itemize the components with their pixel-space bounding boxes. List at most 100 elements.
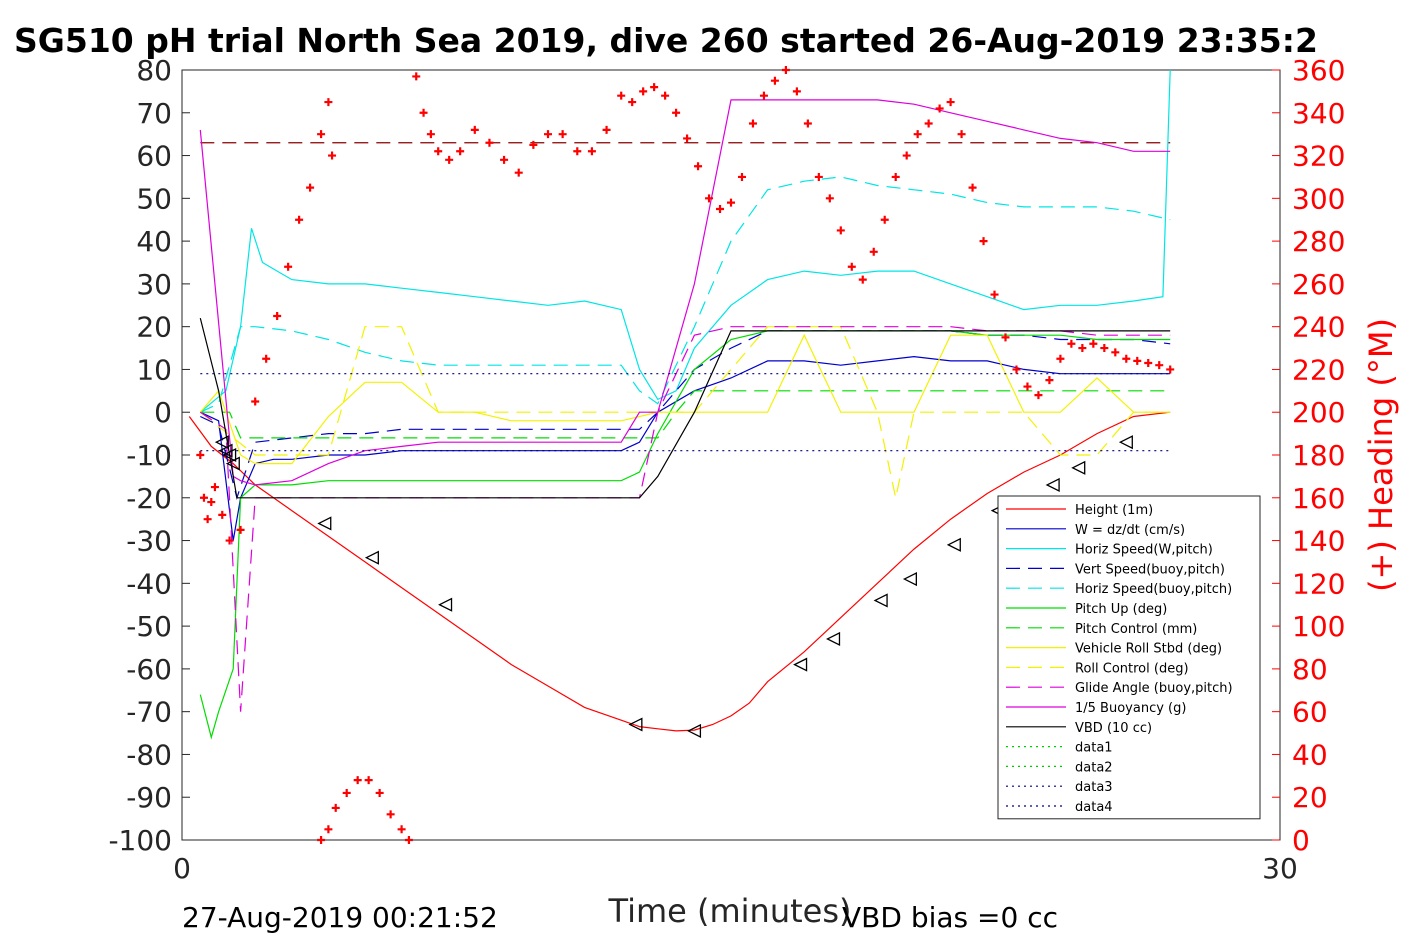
x-tick-label: 30	[1262, 852, 1298, 885]
legend-label: Pitch Up (deg)	[1075, 602, 1167, 617]
heading-point	[456, 147, 465, 156]
heading-point	[628, 98, 637, 107]
heading-point	[1089, 339, 1098, 348]
legend-label: data3	[1075, 780, 1113, 795]
heading-point	[847, 262, 856, 271]
heading-point	[602, 125, 611, 134]
heading-point	[426, 130, 435, 139]
right-tick-label: 280	[1292, 225, 1345, 258]
legend-label: Vehicle Roll Stbd (deg)	[1075, 642, 1222, 657]
heading-point	[935, 104, 944, 113]
heading-point	[968, 183, 977, 192]
heading-point	[639, 87, 648, 96]
heading-point	[650, 83, 659, 92]
series-line-2	[199, 69, 1171, 413]
triangle-marker	[1071, 460, 1086, 475]
heading-point	[716, 205, 725, 214]
triangle-marker	[628, 717, 643, 732]
series-line-10	[199, 99, 1171, 486]
left-tick-label: -100	[108, 824, 172, 857]
heading-point	[196, 451, 205, 459]
legend-label: Height (1m)	[1075, 503, 1153, 518]
heading-point	[306, 183, 315, 192]
heading-point	[218, 510, 227, 519]
series-line-5	[199, 330, 1171, 740]
triangle-marker	[1118, 435, 1133, 450]
heading-point	[324, 98, 333, 107]
heading-point	[924, 119, 933, 128]
heading-point	[1122, 354, 1131, 363]
legend-label: Roll Control (deg)	[1075, 661, 1189, 676]
heading-point	[672, 108, 681, 117]
right-tick-label: 200	[1292, 396, 1345, 429]
heading-point	[262, 354, 271, 363]
series-line-4	[200, 176, 1171, 413]
right-tick-label: 120	[1292, 567, 1345, 600]
heading-point	[979, 237, 988, 246]
heading-point	[990, 290, 999, 299]
left-tick-label: 80	[136, 54, 172, 87]
triangle-marker	[364, 550, 379, 565]
series-line-0	[188, 411, 1171, 732]
heading-point	[683, 134, 692, 143]
triangle-marker	[317, 516, 332, 531]
heading-point	[1067, 339, 1076, 348]
legend-label: Pitch Control (mm)	[1075, 622, 1197, 637]
right-tick-label: 360	[1292, 54, 1345, 87]
heading-point	[705, 194, 714, 203]
triangle-marker	[793, 657, 808, 672]
marker-group	[196, 66, 1175, 844]
footer-vbd-bias: VBD bias =0 cc	[842, 901, 1058, 934]
heading-point	[1100, 344, 1109, 353]
heading-point	[770, 76, 779, 85]
heading-point	[1001, 333, 1010, 342]
heading-point	[203, 515, 212, 524]
heading-point	[558, 130, 567, 139]
left-tick-label: -50	[126, 610, 172, 643]
heading-point	[814, 172, 823, 181]
heading-point	[573, 147, 582, 156]
heading-point	[957, 130, 966, 139]
heading-point	[694, 162, 703, 171]
left-tick-label: 30	[136, 268, 172, 301]
legend-label: Horiz Speed(buoy,pitch)	[1075, 582, 1232, 597]
triangle-marker	[438, 597, 453, 612]
triangle-marker	[1045, 477, 1060, 492]
left-tick-label: -70	[126, 696, 172, 729]
right-tick-label: 240	[1292, 311, 1345, 344]
series-line-6	[200, 390, 1171, 439]
series-line-7	[199, 333, 1171, 465]
heading-point	[781, 66, 790, 74]
heading-point	[1023, 382, 1032, 391]
left-tick-label: -40	[126, 567, 172, 600]
left-tick-label: 20	[136, 311, 172, 344]
heading-point	[617, 91, 626, 100]
heading-point	[485, 138, 494, 147]
heading-point	[251, 397, 260, 406]
right-tick-label: 220	[1292, 353, 1345, 386]
right-tick-label: 320	[1292, 140, 1345, 173]
heading-point	[544, 130, 552, 139]
heading-point	[353, 776, 362, 785]
heading-point	[880, 215, 889, 224]
heading-point	[902, 151, 911, 160]
right-tick-label: 140	[1292, 525, 1345, 558]
heading-point	[737, 172, 746, 181]
heading-point	[1155, 361, 1164, 370]
heading-point	[364, 776, 373, 785]
left-tick-label: -30	[126, 525, 172, 558]
heading-point	[825, 194, 834, 203]
right-tick-label: 100	[1292, 610, 1345, 643]
left-tick-label: 70	[136, 97, 172, 130]
heading-point	[1078, 344, 1087, 353]
heading-point	[792, 87, 801, 96]
heading-point	[836, 226, 845, 235]
legend-label: Horiz Speed(W,pitch)	[1075, 543, 1213, 558]
heading-point	[748, 119, 757, 128]
heading-point	[386, 810, 395, 819]
left-tick-label: 60	[136, 140, 172, 173]
heading-point	[404, 836, 413, 844]
heading-point	[661, 91, 670, 100]
right-tick-label: 0	[1292, 824, 1310, 857]
